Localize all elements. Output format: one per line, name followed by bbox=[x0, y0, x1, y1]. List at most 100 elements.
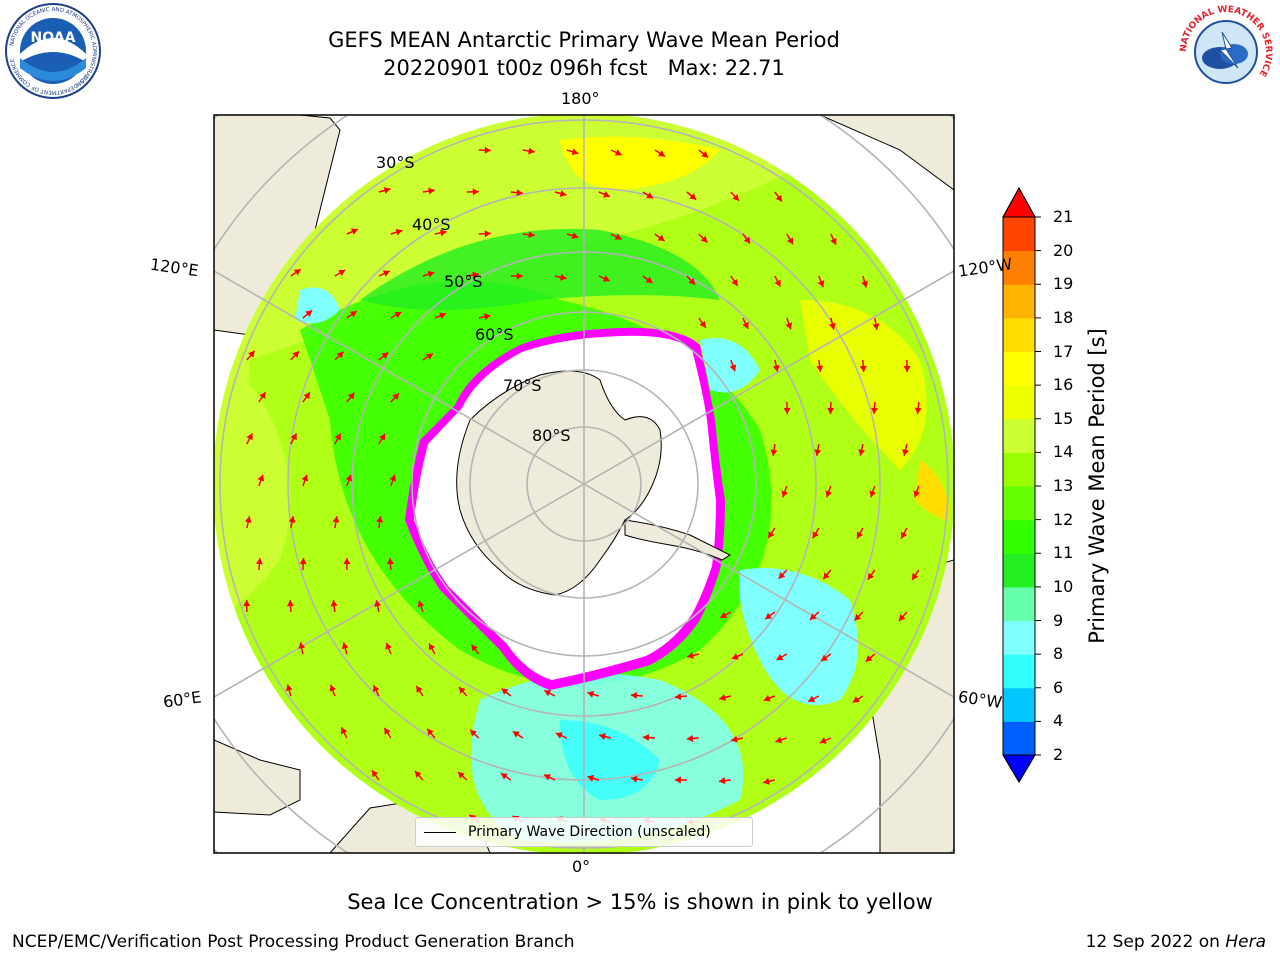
colorbar-tick-label: 21 bbox=[1053, 207, 1074, 226]
colorbar-tick-label: 17 bbox=[1053, 341, 1074, 361]
colorbar-segment bbox=[1003, 586, 1035, 621]
wave-arrow bbox=[378, 351, 389, 361]
wave-arrow bbox=[822, 569, 832, 580]
wave-arrow bbox=[390, 311, 402, 319]
colorbar-segment bbox=[1003, 620, 1035, 655]
wave-arrow bbox=[341, 642, 349, 655]
wave-arrow bbox=[555, 732, 568, 739]
wave-arrow bbox=[817, 275, 825, 288]
wave-arrow bbox=[390, 228, 403, 236]
wave-arrow bbox=[872, 317, 880, 330]
colorbar-segment bbox=[1003, 418, 1035, 453]
wave-arrow bbox=[255, 557, 263, 571]
lon-label-0: 0° bbox=[572, 857, 591, 876]
footer-host: Hera bbox=[1225, 932, 1266, 952]
wave-arrow bbox=[772, 359, 780, 372]
wave-arrow bbox=[719, 694, 732, 701]
wave-arrow bbox=[870, 401, 878, 415]
wave-arrow bbox=[434, 312, 447, 320]
wave-arrow bbox=[865, 653, 876, 663]
wave-arrow bbox=[290, 268, 302, 277]
wave-arrow bbox=[543, 689, 556, 697]
legend-line-icon bbox=[424, 831, 456, 833]
wave-arrow bbox=[422, 352, 434, 361]
wave-arrow bbox=[243, 599, 251, 613]
title-line-1: GEFS MEAN Antarctic Primary Wave Mean Pe… bbox=[328, 28, 840, 52]
wave-arrow bbox=[630, 692, 643, 700]
colorbar-tick-label: 11 bbox=[1053, 543, 1074, 563]
wave-arrow bbox=[686, 734, 699, 742]
wave-arrow bbox=[554, 273, 567, 281]
latitude-labels: 30°S 40°S 50°S 60°S 70°S 80°S bbox=[376, 153, 571, 445]
wave-arrow bbox=[246, 432, 253, 445]
footer-credit: NCEP/EMC/Verification Post Processing Pr… bbox=[12, 932, 575, 952]
wave-arrow bbox=[512, 730, 524, 739]
footer-date-text: 12 Sep 2022 on bbox=[1085, 932, 1220, 952]
wave-arrow bbox=[378, 270, 391, 277]
wave-arrow bbox=[587, 690, 600, 698]
wave-arrow bbox=[762, 777, 776, 785]
wave-arrow bbox=[566, 148, 579, 156]
wave-arrow bbox=[774, 191, 783, 203]
wave-arrow bbox=[422, 270, 435, 278]
wave-arrow bbox=[828, 317, 836, 330]
wave-arrow bbox=[858, 443, 866, 456]
wave-arrow bbox=[807, 695, 820, 703]
wave-arrow bbox=[630, 775, 643, 783]
wave-arrow bbox=[458, 686, 468, 697]
wave-arrow bbox=[900, 527, 908, 539]
colorbar-segment bbox=[1003, 351, 1035, 386]
wave-arrow bbox=[698, 233, 708, 243]
wave-arrow bbox=[346, 392, 356, 403]
wave-arrow bbox=[302, 309, 313, 319]
wave-arrow bbox=[598, 191, 611, 198]
wave-arrow bbox=[786, 233, 794, 245]
colorbar-tick-label: 4 bbox=[1053, 711, 1064, 731]
wave-arrow bbox=[257, 474, 265, 487]
wave-arrow bbox=[522, 231, 535, 239]
colorbar-over-extension bbox=[1002, 186, 1036, 218]
wave-arrow bbox=[763, 694, 776, 702]
colorbar-segment bbox=[1003, 217, 1035, 252]
colorbar-tick-label: 19 bbox=[1053, 274, 1074, 294]
wave-arrow bbox=[785, 317, 793, 330]
wave-arrow bbox=[730, 191, 740, 202]
wave-arrow bbox=[674, 693, 687, 701]
title-line-2: 20220901 t00z 096h fcst Max: 22.71 bbox=[383, 56, 785, 80]
wave-arrow bbox=[286, 599, 294, 613]
colorbar-tick-label: 13 bbox=[1053, 476, 1074, 495]
wave-arrow bbox=[566, 232, 579, 240]
wave-arrow bbox=[246, 350, 256, 361]
wave-arrow bbox=[814, 443, 822, 456]
wave-arrow bbox=[374, 600, 382, 613]
wave-arrow bbox=[825, 485, 833, 498]
map-legend: Primary Wave Direction (unscaled) bbox=[415, 817, 753, 847]
colorbar-tick-label: 2 bbox=[1053, 745, 1064, 764]
wave-arrow bbox=[770, 443, 778, 456]
wave-arrow bbox=[903, 359, 911, 373]
wave-arrow bbox=[466, 188, 479, 196]
wave-arrow bbox=[742, 233, 751, 244]
wave-arrow bbox=[426, 728, 436, 739]
wave-arrow bbox=[376, 516, 384, 529]
wave-arrow bbox=[859, 359, 867, 373]
legend-label: Primary Wave Direction (unscaled) bbox=[468, 824, 711, 840]
wave-arrow bbox=[827, 401, 835, 415]
wave-arrow bbox=[698, 317, 707, 329]
colorbar-tick-label: 9 bbox=[1053, 610, 1064, 630]
wave-arrow bbox=[414, 770, 424, 781]
wave-arrow bbox=[302, 391, 311, 403]
wave-arrow bbox=[301, 474, 309, 487]
wave-arrow bbox=[781, 485, 789, 498]
noaa-text: NOAA bbox=[31, 30, 76, 46]
wave-arrow bbox=[422, 187, 435, 195]
wave-arrow bbox=[510, 189, 523, 197]
wave-arrow bbox=[867, 569, 876, 581]
wave-arrow bbox=[290, 350, 300, 361]
wave-arrow bbox=[415, 685, 424, 697]
wave-arrow bbox=[718, 777, 731, 785]
wave-arrow bbox=[809, 611, 820, 621]
wave-arrow bbox=[902, 443, 909, 456]
wave-arrow bbox=[816, 359, 824, 372]
lat-label-80s: 80°S bbox=[532, 426, 571, 445]
